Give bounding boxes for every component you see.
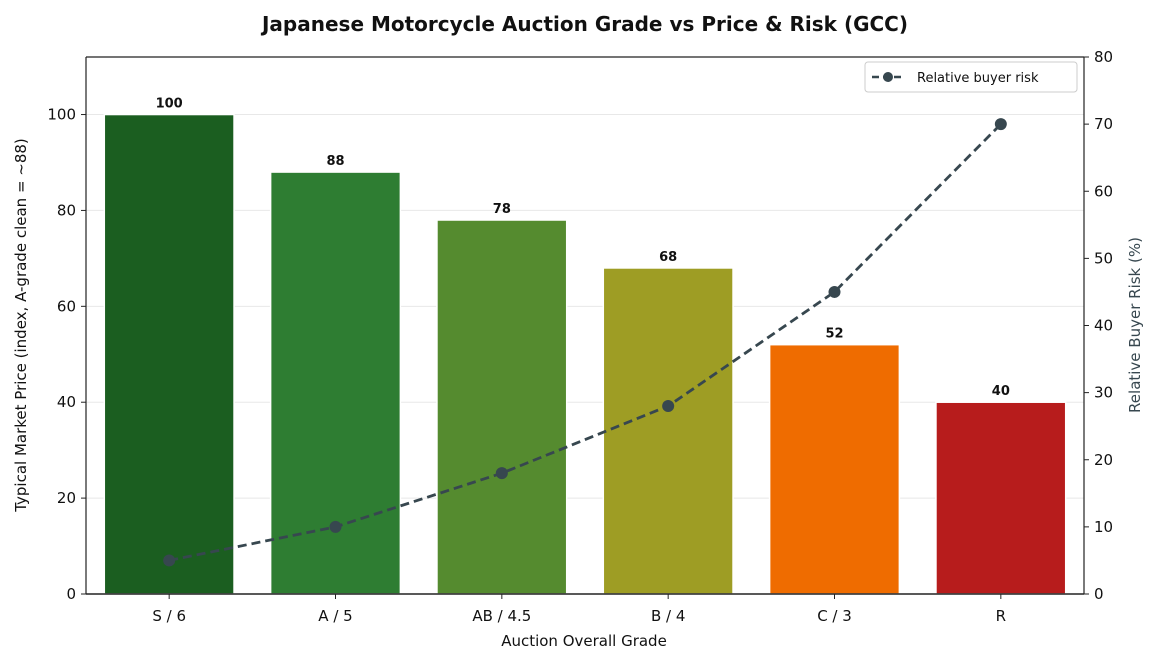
bar-value-label: 40 (992, 384, 1010, 399)
y2-tick-label: 30 (1094, 384, 1113, 402)
risk-point (329, 520, 342, 533)
chart-title: Japanese Motorcycle Auction Grade vs Pri… (260, 12, 908, 36)
y-tick-label: 40 (57, 393, 76, 411)
bar (935, 401, 1067, 595)
bar (602, 267, 734, 595)
risk-line-series (163, 118, 1007, 567)
bar (103, 113, 235, 595)
risk-point (994, 118, 1007, 131)
bars (103, 113, 1067, 595)
legend-marker-swatch (883, 72, 893, 82)
y-axis-label-right: Relative Buyer Risk (%) (1126, 237, 1144, 413)
risk-point (828, 285, 841, 298)
y-tick-label: 0 (66, 585, 76, 603)
risk-point (163, 554, 176, 567)
y-tick-label: 100 (47, 106, 76, 124)
y2-tick-label: 20 (1094, 451, 1113, 469)
bar-value-label: 100 (156, 97, 183, 112)
bar-value-label: 52 (825, 327, 843, 342)
bar-value-label: 68 (659, 250, 677, 265)
x-tick-label: S / 6 (152, 607, 186, 625)
bar-value-label: 78 (493, 202, 511, 217)
risk-point (495, 467, 508, 480)
risk-point (662, 400, 675, 413)
risk-line (168, 123, 1002, 562)
y-tick-label: 60 (57, 297, 76, 315)
bar-value-label: 88 (326, 154, 344, 169)
y2-tick-label: 40 (1094, 317, 1113, 335)
bar (768, 343, 901, 595)
x-axis-label: Auction Overall Grade (501, 632, 667, 650)
grid-lines (86, 114, 1084, 499)
y2-tick-label: 70 (1094, 115, 1113, 133)
x-tick-label: AB / 4.5 (472, 607, 531, 625)
x-tick-label: C / 3 (817, 607, 852, 625)
y2-tick-label: 60 (1094, 182, 1113, 200)
x-tick-label: A / 5 (318, 607, 352, 625)
axes: 0 20 40 60 80 100 0 10 20 30 40 50 60 70 80 S / 6 A / 5 A… (47, 48, 1113, 625)
y-tick-label: 80 (57, 201, 76, 219)
y2-tick-label: 80 (1094, 48, 1113, 66)
y-axis-label-left: Typical Market Price (index, A-grade cle… (12, 138, 30, 513)
y-tick-label: 20 (57, 489, 76, 507)
x-tick-label: R (996, 607, 1006, 625)
legend-frame (864, 61, 1078, 93)
legend-entry-risk: Relative buyer risk (917, 71, 1039, 86)
x-tick-label: B / 4 (651, 607, 685, 625)
bar (436, 219, 568, 595)
y2-tick-label: 10 (1094, 518, 1113, 536)
bar-value-labels: 100 88 78 68 52 40 (156, 97, 1010, 400)
y2-tick-label: 50 (1094, 249, 1113, 267)
legend: Relative buyer risk (864, 61, 1078, 93)
y2-tick-label: 0 (1094, 585, 1104, 603)
